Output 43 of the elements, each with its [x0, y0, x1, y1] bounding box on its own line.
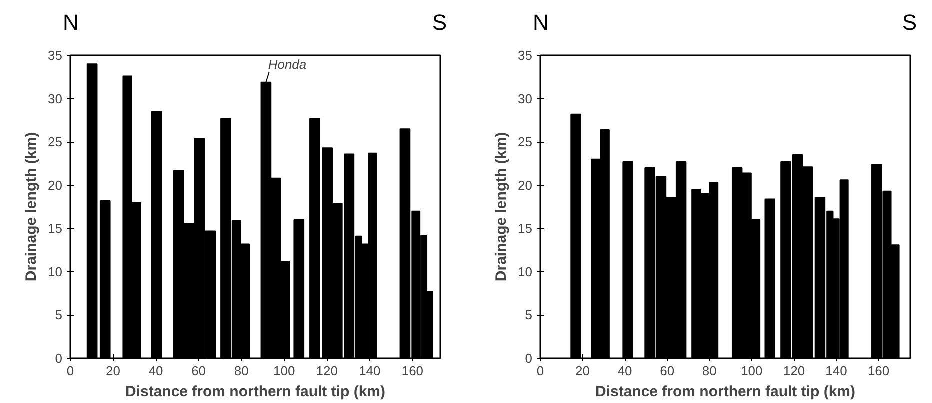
x-tick-label: 80 [702, 364, 717, 378]
x-tick-label: 140 [359, 364, 381, 378]
x-tick-label: 0 [66, 364, 74, 378]
text: S [432, 9, 447, 37]
annotation: Honda [268, 56, 307, 72]
x-axis-title: Distance from northern fault tip (km) [125, 384, 386, 400]
y-axis-title: Drainage length (km) [493, 132, 510, 282]
x-tick-label: 100 [274, 364, 296, 378]
y-tick-label: 5 [55, 308, 63, 323]
x-tick-label: 0 [536, 364, 544, 378]
x-tick-label: 60 [192, 364, 206, 378]
y-tick-label: 10 [518, 264, 533, 280]
y-tick-label: 10 [48, 264, 63, 280]
x-tick-label: 20 [576, 364, 590, 378]
x-tick-label: 80 [234, 364, 249, 378]
y-tick-label: 0 [525, 351, 533, 366]
text: S [902, 9, 917, 37]
x-tick-label: 120 [783, 364, 806, 378]
y-tick-label: 15 [48, 221, 63, 236]
x-tick-label: 60 [660, 364, 675, 378]
x-tick-label: 160 [868, 364, 890, 378]
y-axis-title: Drainage length (km) [23, 132, 40, 282]
y-tick-label: 20 [48, 178, 63, 193]
y-tick-label: 30 [48, 91, 63, 106]
y-tick-label: 35 [48, 48, 63, 63]
x-tick-label: 120 [316, 364, 338, 378]
x-tick-label: 20 [106, 364, 121, 378]
x-tick-label: 100 [741, 364, 763, 378]
y-tick-label: 5 [525, 308, 533, 323]
x-tick-label: 40 [618, 364, 632, 378]
y-tick-label: 25 [48, 134, 63, 150]
y-tick-label: 0 [55, 351, 63, 366]
y-tick-label: 20 [518, 178, 533, 193]
x-axis-title: Distance from northern fault tip (km) [595, 384, 856, 400]
x-tick-label: 160 [402, 364, 424, 378]
y-tick-label: 30 [518, 91, 533, 106]
text: N [533, 9, 549, 37]
text: N [63, 9, 79, 37]
x-tick-label: 140 [826, 364, 848, 378]
y-tick-label: 15 [518, 221, 533, 236]
x-tick-label: 40 [148, 364, 164, 378]
y-tick-label: 25 [518, 134, 533, 150]
y-tick-label: 35 [518, 48, 533, 63]
